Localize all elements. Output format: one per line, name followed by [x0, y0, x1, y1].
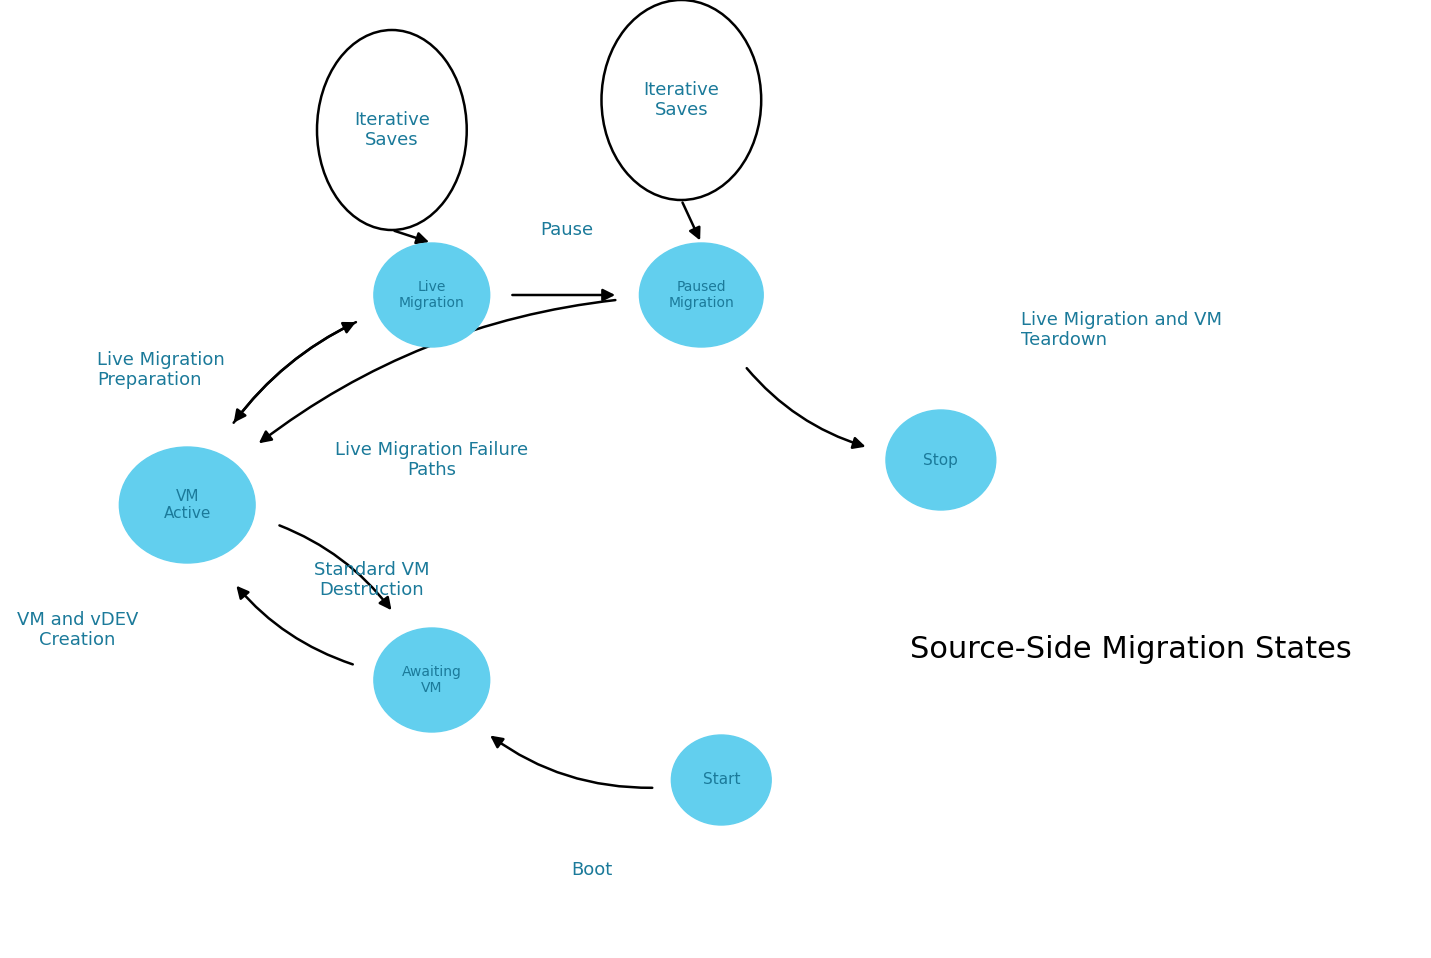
Text: Live Migration
Preparation: Live Migration Preparation — [97, 351, 225, 389]
Text: Live
Migration: Live Migration — [399, 280, 465, 310]
Text: VM
Active: VM Active — [163, 489, 210, 521]
Text: Standard VM
Destruction: Standard VM Destruction — [315, 560, 429, 600]
Ellipse shape — [373, 628, 489, 732]
Text: VM and vDEV
Creation: VM and vDEV Creation — [17, 610, 139, 650]
Text: Paused
Migration: Paused Migration — [668, 280, 734, 310]
Text: Pause: Pause — [539, 221, 592, 239]
Text: Awaiting
VM: Awaiting VM — [402, 665, 462, 696]
Ellipse shape — [671, 735, 771, 825]
Ellipse shape — [640, 243, 763, 347]
Ellipse shape — [886, 410, 996, 510]
Text: Boot: Boot — [571, 861, 612, 879]
Text: Source-Side Migration States: Source-Side Migration States — [910, 635, 1351, 665]
Text: Iterative
Saves: Iterative Saves — [644, 80, 720, 120]
Ellipse shape — [119, 447, 255, 563]
Text: Start: Start — [703, 772, 740, 787]
Ellipse shape — [373, 243, 489, 347]
Text: Iterative
Saves: Iterative Saves — [353, 110, 429, 149]
Text: Live Migration Failure
Paths: Live Migration Failure Paths — [335, 441, 528, 479]
Text: Live Migration and VM
Teardown: Live Migration and VM Teardown — [1020, 310, 1222, 350]
Text: Stop: Stop — [923, 452, 959, 468]
